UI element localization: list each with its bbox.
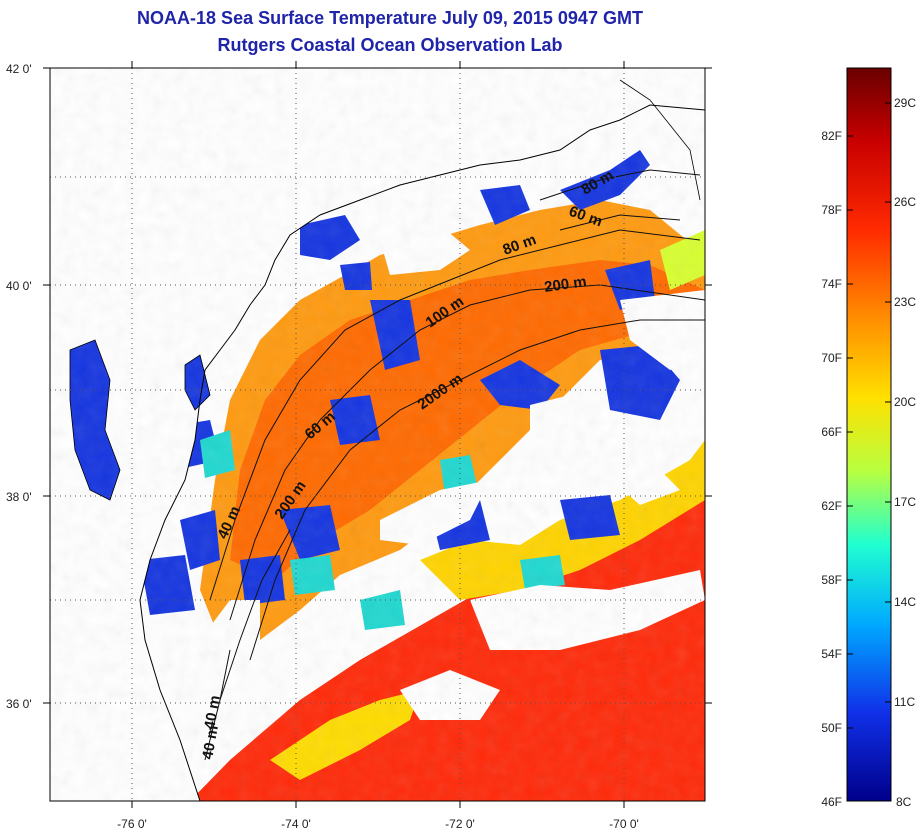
longitude-label: -70 0' [609,817,639,831]
longitude-label: -74 0' [281,817,311,831]
graticule [50,68,705,801]
fahrenheit-label: 66F [821,425,842,439]
contour-label: 200 m [543,273,587,296]
contour-label: 40 m [199,724,222,761]
fahrenheit-label: 54F [821,647,842,661]
map-ticks [43,61,712,808]
temperature-colorbar [846,67,892,802]
coastline [139,104,705,801]
fahrenheit-label: 78F [821,203,842,217]
fahrenheit-label: 74F [821,277,842,291]
bathymetry-contours [204,169,705,761]
latitude-label: 38 0' [6,490,32,504]
latitude-label: 40 0' [6,279,32,293]
sst-map: 80 m 60 m 80 m 200 m 100 m 2000 m 60 m 4… [50,68,705,801]
celsius-label: 26C [894,195,916,209]
celsius-label: 8C [896,795,912,809]
longitude-label: -72 0' [445,817,475,831]
fahrenheit-label: 46F [821,795,842,809]
celsius-label: 20C [894,395,916,409]
map-subtitle: Rutgers Coastal Ocean Observation Lab [217,35,563,55]
fahrenheit-label: 70F [821,351,842,365]
latitude-label: 42 0' [6,62,32,76]
longitude-label: -76 0' [117,817,147,831]
fahrenheit-label: 82F [821,129,842,143]
contour-label: 40 m [201,694,224,731]
map-frame [49,67,706,802]
celsius-label: 14C [894,595,916,609]
celsius-label: 23C [894,295,916,309]
map-title: NOAA-18 Sea Surface Temperature July 09,… [137,8,643,28]
celsius-label: 29C [894,96,916,110]
celsius-label: 11C [894,695,915,709]
celsius-label: 17C [894,495,916,509]
fahrenheit-label: 58F [821,573,842,587]
fahrenheit-label: 62F [821,499,842,513]
fahrenheit-label: 50F [821,721,842,735]
latitude-label: 36 0' [6,697,32,711]
colorbar-ticks [847,102,891,729]
